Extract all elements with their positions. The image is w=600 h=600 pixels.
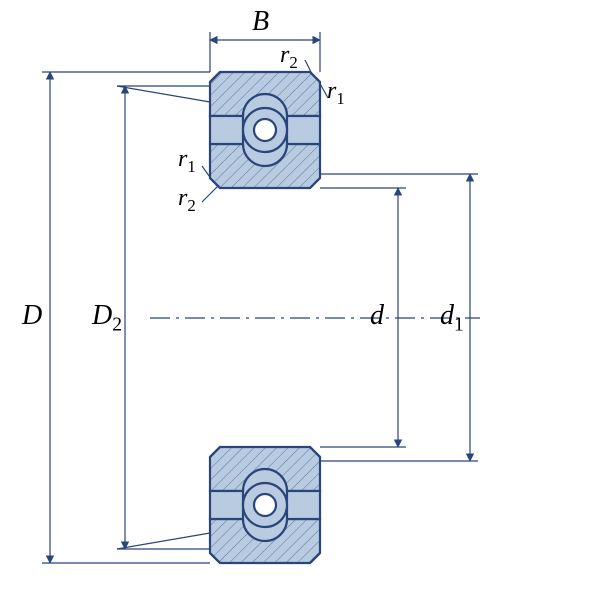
drawing-svg — [0, 0, 600, 600]
label-D: D — [22, 300, 42, 332]
label-r2-bot: r2 — [178, 185, 196, 216]
label-d: d — [370, 300, 384, 332]
label-B: B — [252, 6, 269, 38]
label-r2-top: r2 — [280, 42, 298, 73]
label-r1-bot: r1 — [178, 146, 196, 177]
label-r1-top: r1 — [327, 78, 345, 109]
label-d1: d1 — [440, 300, 464, 337]
bearing-diagram: { "canvas": { "width": 600, "height": 60… — [0, 0, 600, 600]
label-D2: D2 — [92, 300, 122, 337]
